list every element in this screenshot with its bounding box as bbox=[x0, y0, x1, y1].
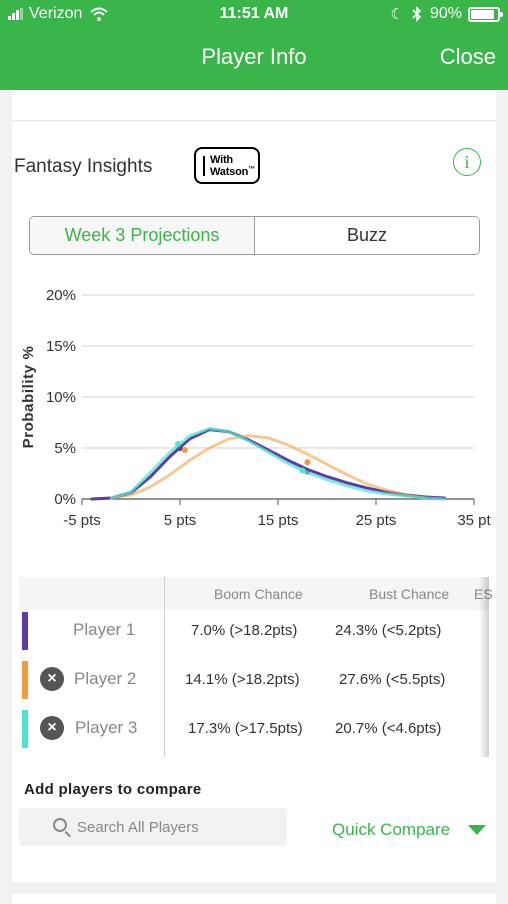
boom-chance: 14.1% (>18.2pts) bbox=[185, 671, 300, 688]
search-input[interactable] bbox=[77, 808, 277, 846]
x-tick-label: -5 pts bbox=[63, 512, 101, 529]
watson-logo-line1: With bbox=[210, 154, 233, 166]
tab-week-projections[interactable]: Week 3 Projections bbox=[30, 217, 255, 254]
table-scroll-shadow bbox=[479, 577, 489, 757]
bust-chance: 27.6% (<5.5pts) bbox=[339, 671, 446, 688]
chevron-down-icon bbox=[468, 825, 487, 835]
table-header bbox=[19, 577, 489, 610]
bluetooth-icon bbox=[412, 6, 422, 22]
close-button[interactable]: Close bbox=[439, 44, 496, 69]
boom-chance: 7.0% (>18.2pts) bbox=[191, 622, 298, 639]
search-icon bbox=[53, 818, 67, 832]
table-row: × Player 2 14.1% (>18.2pts) 27.6% (<5.5p… bbox=[19, 659, 489, 707]
remove-player-icon[interactable]: × bbox=[40, 667, 64, 691]
y-tick-label: 5% bbox=[54, 440, 76, 457]
player-name: Player 1 bbox=[73, 620, 136, 639]
player-color-swatch bbox=[22, 710, 28, 748]
series-marker bbox=[181, 447, 188, 454]
player-name: Player 2 bbox=[74, 669, 137, 688]
quick-compare-button[interactable]: Quick Compare bbox=[332, 820, 487, 840]
series-line bbox=[90, 428, 447, 501]
card-divider bbox=[12, 120, 496, 121]
watson-logo-line2: Watson™ bbox=[210, 166, 255, 178]
next-card-edge bbox=[12, 894, 496, 904]
probability-chart: 0% 5% 10% 15% 20% -5 pts 5 pts 15 pts 25 pts 35 p… bbox=[20, 287, 492, 529]
boom-chance: 17.3% (>17.5pts) bbox=[188, 720, 303, 737]
quick-compare-label: Quick Compare bbox=[332, 820, 451, 839]
series-marker bbox=[304, 459, 311, 466]
projection-tabs: Week 3 Projections Buzz bbox=[29, 216, 480, 255]
x-tick-label: 35 pt bbox=[457, 512, 491, 529]
table-row: Player 1 7.0% (>18.2pts) 24.3% (<5.2pts) bbox=[19, 610, 489, 658]
carrier-name: Verizon bbox=[29, 5, 83, 22]
series-marker bbox=[175, 440, 182, 447]
x-tick-label: 5 pts bbox=[164, 512, 197, 529]
player-color-swatch bbox=[22, 612, 28, 650]
add-players-label: Add players to compare bbox=[24, 781, 202, 798]
info-icon[interactable]: i bbox=[453, 148, 481, 176]
header-boom-chance: Boom Chance bbox=[214, 586, 303, 602]
with-watson-logo: With Watson™ bbox=[194, 147, 260, 184]
bust-chance: 24.3% (<5.2pts) bbox=[335, 622, 442, 639]
tab-buzz[interactable]: Buzz bbox=[255, 217, 479, 254]
y-tick-label: 20% bbox=[46, 287, 76, 304]
series-marker bbox=[299, 467, 306, 474]
player-color-swatch bbox=[22, 661, 28, 699]
header-bar: Verizon 11:51 AM ☾ 90% Player Info Close bbox=[0, 0, 508, 90]
moon-icon: ☾ bbox=[390, 6, 404, 23]
player-search bbox=[19, 808, 287, 846]
series-line bbox=[109, 427, 447, 501]
signal-bars-icon bbox=[8, 8, 24, 20]
series-line bbox=[109, 434, 427, 500]
battery-percent: 90% bbox=[429, 5, 462, 22]
status-bar: Verizon 11:51 AM ☾ 90% bbox=[0, 0, 508, 30]
y-tick-label: 15% bbox=[46, 338, 76, 355]
battery-icon bbox=[468, 6, 503, 22]
comparison-table: Boom Chance Bust Chance ES Player 1 7.0%… bbox=[19, 577, 493, 757]
x-tick-label: 25 pts bbox=[356, 512, 397, 529]
table-row: × Player 3 17.3% (>17.5pts) 20.7% (<4.6p… bbox=[19, 708, 489, 756]
y-tick-label: 10% bbox=[46, 389, 76, 406]
header-bust-chance: Bust Chance bbox=[369, 586, 450, 602]
wifi-icon bbox=[90, 7, 109, 21]
y-axis-label: Probability % bbox=[20, 346, 37, 449]
status-left: Verizon bbox=[8, 5, 109, 23]
status-right: ☾ 90% bbox=[390, 5, 503, 23]
player-name: Player 3 bbox=[75, 718, 138, 737]
bust-chance: 20.7% (<4.6pts) bbox=[335, 720, 442, 737]
status-time: 11:51 AM bbox=[219, 5, 289, 22]
header-es: ES bbox=[474, 586, 493, 602]
y-tick-label: 0% bbox=[54, 491, 76, 508]
page-title: Player Info bbox=[201, 44, 307, 69]
x-tick-label: 15 pts bbox=[258, 512, 299, 529]
table-divider bbox=[164, 577, 165, 757]
fantasy-insights-title: Fantasy Insights bbox=[14, 156, 153, 177]
remove-player-icon[interactable]: × bbox=[40, 716, 64, 740]
